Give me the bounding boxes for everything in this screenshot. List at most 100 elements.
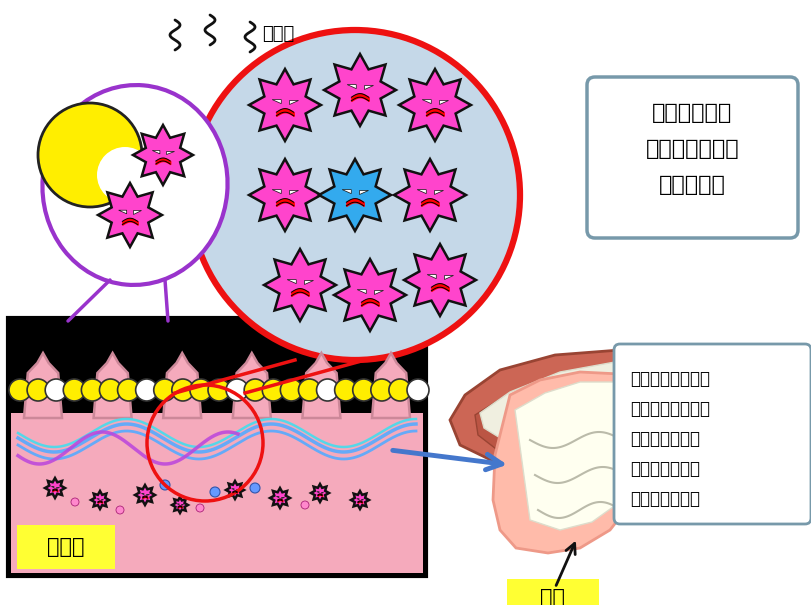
- Polygon shape: [181, 504, 182, 505]
- Polygon shape: [358, 189, 367, 194]
- Polygon shape: [404, 244, 475, 316]
- Circle shape: [172, 379, 194, 401]
- Circle shape: [118, 379, 139, 401]
- FancyBboxPatch shape: [17, 525, 115, 569]
- Polygon shape: [272, 100, 281, 103]
- Circle shape: [316, 379, 338, 401]
- Polygon shape: [417, 189, 426, 194]
- Polygon shape: [101, 499, 103, 500]
- Circle shape: [250, 483, 260, 493]
- Circle shape: [81, 379, 103, 401]
- Polygon shape: [249, 159, 320, 231]
- Polygon shape: [97, 499, 99, 500]
- Polygon shape: [133, 125, 193, 185]
- Polygon shape: [341, 189, 351, 194]
- Circle shape: [135, 379, 157, 401]
- Text: 苘のような汚れ: 苘のような汚れ: [629, 490, 699, 508]
- Polygon shape: [371, 353, 410, 418]
- Text: 細菌、バイオフィ: 細菌、バイオフィ: [629, 400, 709, 418]
- Polygon shape: [51, 486, 54, 488]
- Polygon shape: [166, 151, 174, 154]
- Circle shape: [262, 379, 284, 401]
- Polygon shape: [319, 159, 391, 231]
- Polygon shape: [479, 359, 721, 453]
- Polygon shape: [311, 484, 328, 502]
- Polygon shape: [98, 183, 162, 247]
- Text: 舌苘は食べカス、: 舌苘は食べカス、: [629, 370, 709, 388]
- Polygon shape: [361, 499, 363, 500]
- Polygon shape: [433, 189, 442, 194]
- Polygon shape: [272, 189, 281, 194]
- Text: 舌苘: 舌苘: [540, 588, 564, 605]
- Polygon shape: [289, 100, 298, 103]
- FancyBboxPatch shape: [586, 77, 797, 238]
- Polygon shape: [281, 497, 283, 498]
- Circle shape: [71, 498, 79, 506]
- Circle shape: [63, 379, 85, 401]
- FancyBboxPatch shape: [11, 413, 423, 573]
- Polygon shape: [56, 486, 58, 488]
- Circle shape: [334, 379, 356, 401]
- Polygon shape: [118, 210, 127, 214]
- Circle shape: [190, 379, 212, 401]
- Polygon shape: [172, 497, 188, 513]
- Polygon shape: [93, 353, 131, 418]
- Polygon shape: [233, 353, 270, 418]
- Polygon shape: [492, 372, 669, 553]
- Polygon shape: [427, 275, 436, 279]
- Circle shape: [190, 30, 519, 360]
- Polygon shape: [514, 382, 659, 530]
- Polygon shape: [152, 151, 160, 154]
- Circle shape: [99, 379, 122, 401]
- Circle shape: [298, 379, 320, 401]
- Circle shape: [406, 379, 428, 401]
- Circle shape: [388, 379, 410, 401]
- Polygon shape: [177, 504, 179, 505]
- Polygon shape: [225, 481, 243, 499]
- Circle shape: [153, 379, 175, 401]
- Circle shape: [9, 379, 31, 401]
- Polygon shape: [249, 69, 320, 141]
- Polygon shape: [91, 491, 109, 509]
- Polygon shape: [350, 491, 368, 509]
- FancyBboxPatch shape: [8, 318, 426, 576]
- Text: 細菌はバイオ: 細菌はバイオ: [651, 103, 732, 123]
- Polygon shape: [357, 290, 366, 293]
- Circle shape: [195, 504, 204, 512]
- Circle shape: [160, 480, 169, 490]
- Text: 不快臭: 不快臭: [262, 25, 294, 43]
- Polygon shape: [324, 54, 396, 126]
- Text: して増殖！: して増殖！: [659, 175, 725, 195]
- Circle shape: [352, 379, 374, 401]
- Circle shape: [280, 379, 302, 401]
- Circle shape: [116, 506, 124, 514]
- Polygon shape: [45, 478, 65, 498]
- Circle shape: [244, 379, 266, 401]
- FancyBboxPatch shape: [506, 579, 599, 605]
- FancyBboxPatch shape: [613, 344, 810, 524]
- Polygon shape: [135, 485, 155, 505]
- Circle shape: [208, 379, 230, 401]
- Circle shape: [38, 103, 142, 207]
- Text: フィルムを形成: フィルムを形成: [645, 139, 738, 159]
- Polygon shape: [289, 189, 298, 194]
- Polygon shape: [146, 494, 148, 495]
- Polygon shape: [276, 497, 279, 498]
- Polygon shape: [347, 85, 356, 88]
- Polygon shape: [133, 210, 141, 214]
- Polygon shape: [333, 259, 406, 331]
- Polygon shape: [264, 249, 336, 321]
- Polygon shape: [363, 85, 372, 88]
- Polygon shape: [24, 353, 62, 418]
- Text: 舌表面: 舌表面: [47, 537, 84, 557]
- Polygon shape: [398, 69, 470, 141]
- Polygon shape: [163, 353, 201, 418]
- Text: ルムで形成され: ルムで形成され: [629, 430, 699, 448]
- Polygon shape: [270, 488, 290, 508]
- Polygon shape: [141, 494, 144, 495]
- Polygon shape: [443, 275, 453, 279]
- Polygon shape: [474, 360, 729, 460]
- Polygon shape: [287, 280, 296, 284]
- Text: た白色や黄色の: た白色や黄色の: [629, 460, 699, 478]
- Polygon shape: [438, 100, 447, 103]
